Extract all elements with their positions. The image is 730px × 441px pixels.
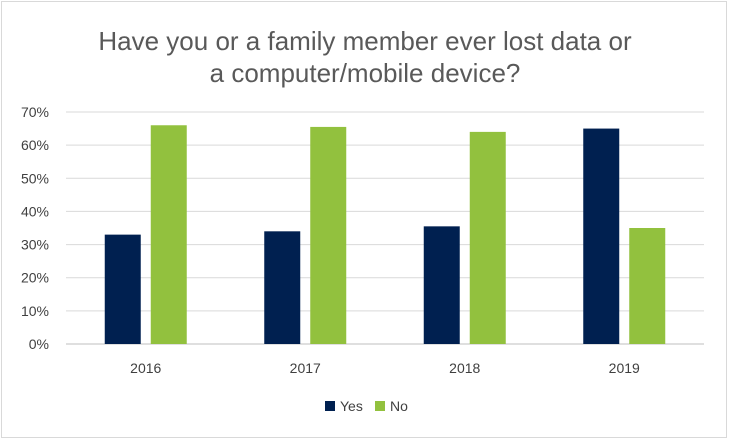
bar-no-2016 [150, 125, 187, 344]
x-tick-label: 2017 [290, 360, 321, 376]
x-tick-label: 2016 [130, 360, 161, 376]
y-axis-tick-labels: 0% 10% 20% 30% 40% 50% 60% 70% [21, 104, 49, 352]
legend-swatch-no [375, 401, 385, 411]
chart-title-line-2: a computer/mobile device? [210, 58, 521, 88]
bar-yes-2016 [104, 234, 141, 344]
bar-no-2018 [469, 131, 506, 344]
chart-title-line-1: Have you or a family member ever lost da… [98, 26, 632, 56]
bar-yes-2017 [264, 231, 301, 344]
bars [104, 125, 666, 345]
bar-yes-2018 [423, 226, 460, 344]
legend-swatch-yes [325, 401, 335, 411]
bar-yes-2019 [583, 128, 620, 344]
legend-label-yes: Yes [340, 398, 363, 414]
y-tick-label: 40% [21, 203, 49, 219]
y-tick-label: 0% [29, 336, 49, 352]
y-tick-label: 70% [21, 104, 49, 120]
x-tick-label: 2018 [449, 360, 480, 376]
y-tick-label: 50% [21, 170, 49, 186]
y-tick-label: 10% [21, 303, 49, 319]
y-tick-label: 30% [21, 237, 49, 253]
y-tick-label: 20% [21, 270, 49, 286]
y-tick-label: 60% [21, 137, 49, 153]
x-axis-tick-labels: 2016 2017 2018 2019 [130, 360, 640, 376]
bar-no-2019 [629, 228, 666, 344]
legend-label-no: No [390, 398, 408, 414]
x-tick-label: 2019 [609, 360, 640, 376]
bar-no-2017 [310, 126, 347, 345]
legend: Yes No [325, 398, 408, 414]
